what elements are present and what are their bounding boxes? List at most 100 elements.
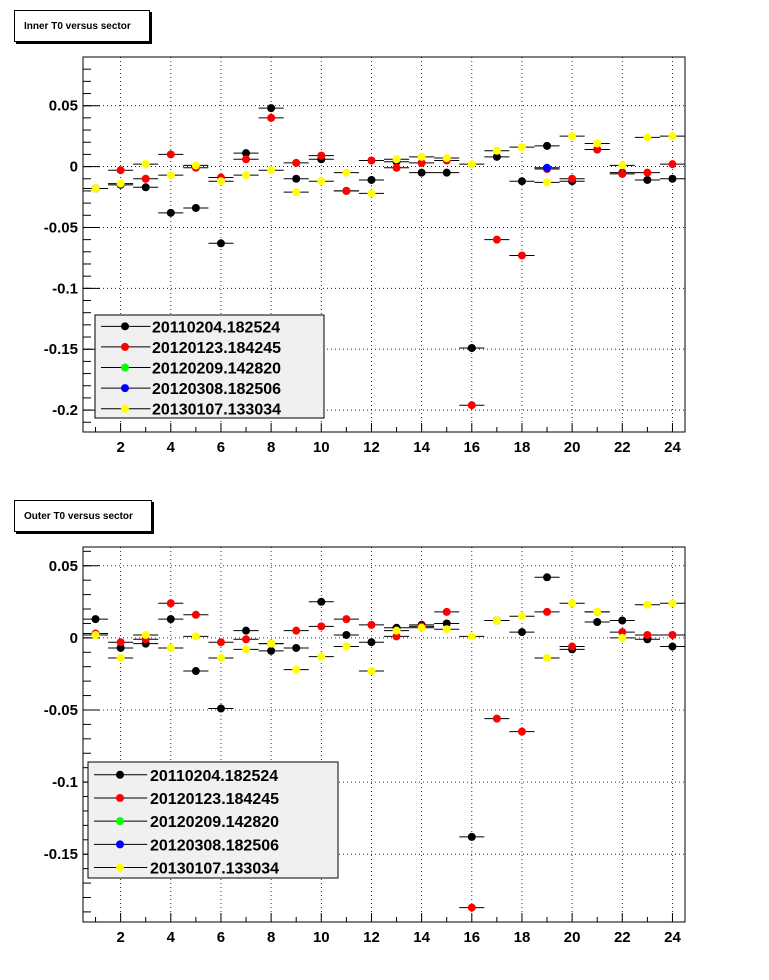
data-point (166, 171, 175, 180)
data-point (442, 619, 451, 628)
data-point (317, 177, 326, 186)
legend-label: 20120209.142820 (152, 361, 281, 378)
data-point (668, 174, 677, 183)
x-tick-label: 4 (167, 439, 176, 456)
data-point (216, 177, 225, 186)
data-point (442, 168, 451, 177)
data-point (618, 616, 627, 625)
x-tick-label: 10 (313, 439, 330, 456)
data-point (191, 203, 200, 212)
data-point (492, 146, 501, 155)
data-point (568, 599, 577, 608)
x-tick-label: 6 (217, 439, 225, 456)
y-tick-label: -0.15 (44, 341, 78, 358)
data-point (467, 903, 476, 912)
data-point (517, 143, 526, 152)
data-point (242, 626, 251, 635)
data-point (317, 622, 326, 631)
data-point (618, 628, 627, 637)
data-point (517, 251, 526, 260)
x-tick-label: 16 (463, 439, 480, 456)
data-point (467, 632, 476, 641)
data-point (467, 832, 476, 841)
legend: 20110204.182524 20120123.184245 20120209.1… (87, 761, 339, 879)
data-point (467, 343, 476, 352)
data-point (517, 177, 526, 186)
data-point (417, 158, 426, 167)
data-point (392, 632, 401, 641)
x-tick-label: 4 (167, 929, 176, 946)
data-point (367, 156, 376, 165)
data-point (668, 132, 677, 141)
x-tick-label: 22 (614, 439, 631, 456)
data-point (116, 643, 125, 652)
data-point (116, 638, 125, 647)
data-point (317, 597, 326, 606)
data-point (317, 151, 326, 160)
data-point (543, 654, 552, 663)
legend-label: 20120209.142820 (150, 814, 279, 831)
data-point (417, 168, 426, 177)
data-point (141, 160, 150, 169)
y-tick-label: -0.1 (52, 774, 78, 791)
data-point (191, 632, 200, 641)
legend-marker (121, 342, 129, 351)
legend-label: 20110204.182524 (150, 768, 278, 785)
data-point (467, 401, 476, 410)
data-point (342, 630, 351, 639)
y-tick-label: -0.05 (44, 702, 78, 719)
data-point (593, 139, 602, 148)
data-point (492, 616, 501, 625)
legend-marker (116, 863, 124, 872)
chart-title-inner: Inner T0 versus sector (14, 10, 150, 42)
data-point (191, 161, 200, 170)
data-point (191, 667, 200, 676)
x-tick-label: 12 (363, 439, 380, 456)
legend-label: 20130107.133034 (150, 861, 279, 878)
data-point (668, 160, 677, 169)
data-points (83, 573, 685, 912)
data-point (618, 161, 627, 170)
data-point (116, 179, 125, 188)
data-points (83, 104, 685, 410)
outer-t0-chart: 2 4 6 8 10 12 14 16 18 20 22 240.050-0.05-0.1-0.152… (44, 546, 686, 946)
x-tick-label: 24 (664, 439, 681, 456)
data-point (342, 642, 351, 651)
data-point (242, 155, 251, 164)
data-point (543, 607, 552, 616)
data-point (267, 113, 276, 122)
x-tick-label: 2 (116, 439, 124, 456)
data-point (618, 633, 627, 642)
data-point (543, 178, 552, 187)
legend-label: 20120123.184245 (150, 791, 279, 808)
data-point (267, 104, 276, 113)
legend-marker (121, 322, 129, 331)
legend-marker (116, 793, 124, 802)
x-tick-label: 14 (413, 929, 430, 946)
data-point (317, 652, 326, 661)
data-point (292, 665, 301, 674)
data-point (267, 166, 276, 175)
data-point (367, 667, 376, 676)
data-point (166, 643, 175, 652)
data-point (367, 189, 376, 198)
data-point (568, 132, 577, 141)
x-tick-label: 14 (413, 439, 430, 456)
legend-marker (116, 840, 124, 849)
data-point (467, 160, 476, 169)
data-point (643, 133, 652, 142)
data-point (367, 638, 376, 647)
data-point (543, 141, 552, 150)
data-point (593, 145, 602, 154)
data-point (492, 235, 501, 244)
data-point (141, 174, 150, 183)
data-point (216, 638, 225, 647)
x-tick-label: 16 (463, 929, 480, 946)
data-point (668, 642, 677, 651)
data-point (392, 163, 401, 172)
legend-marker (121, 404, 129, 413)
data-point (292, 174, 301, 183)
data-point (242, 645, 251, 654)
data-point (593, 607, 602, 616)
data-point (116, 654, 125, 663)
